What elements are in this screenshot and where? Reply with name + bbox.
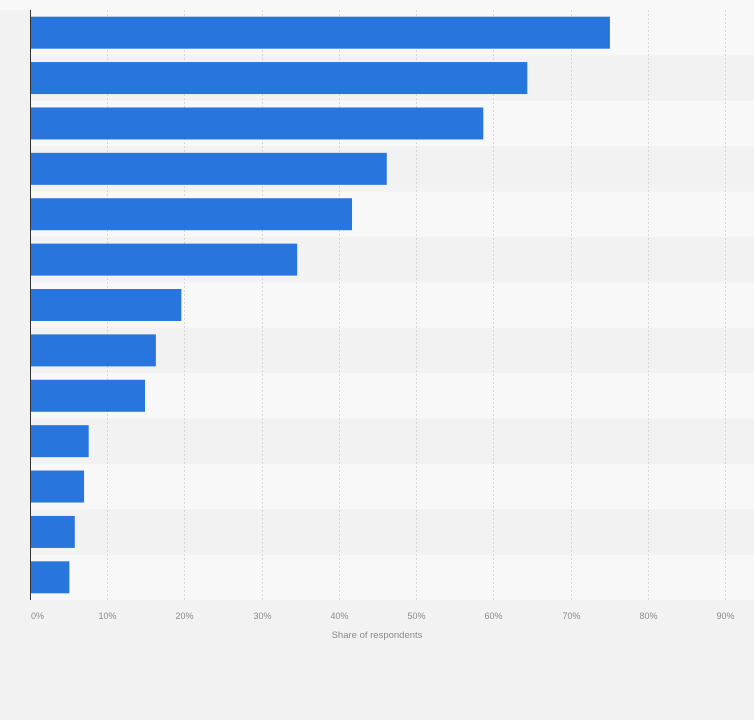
x-tick-label: 70% bbox=[562, 611, 580, 621]
plot-top-band bbox=[0, 0, 754, 10]
row-band bbox=[30, 554, 754, 600]
bar[interactable] bbox=[31, 16, 610, 49]
row-band bbox=[30, 418, 754, 464]
bar[interactable] bbox=[31, 107, 484, 140]
x-tick-label: 80% bbox=[639, 611, 657, 621]
bar[interactable] bbox=[31, 289, 182, 321]
bars bbox=[31, 16, 610, 594]
bar[interactable] bbox=[31, 152, 387, 185]
x-tick-label: 0% bbox=[31, 611, 44, 621]
bar[interactable] bbox=[31, 425, 89, 458]
bar[interactable] bbox=[31, 243, 298, 276]
x-tick-label: 10% bbox=[98, 611, 116, 621]
x-axis-label: Share of respondents bbox=[332, 630, 423, 641]
row-band bbox=[30, 373, 754, 419]
x-tick-label: 30% bbox=[253, 611, 271, 621]
x-tick-label: 50% bbox=[407, 611, 425, 621]
x-tick-label: 40% bbox=[330, 611, 348, 621]
bar[interactable] bbox=[31, 470, 85, 503]
x-tick-label: 20% bbox=[175, 611, 193, 621]
bar[interactable] bbox=[31, 515, 75, 548]
bar[interactable] bbox=[31, 561, 70, 594]
x-tick-label: 90% bbox=[716, 611, 734, 621]
row-band bbox=[30, 509, 754, 555]
x-tick-label: 60% bbox=[484, 611, 502, 621]
bar[interactable] bbox=[31, 62, 528, 95]
bar[interactable] bbox=[31, 198, 353, 231]
row-band bbox=[30, 463, 754, 510]
x-axis-ticks: 0% 10% 20% 30% 40% 50% 60% 70% 80% 90% bbox=[31, 611, 735, 621]
bar[interactable] bbox=[31, 379, 146, 412]
bar[interactable] bbox=[31, 334, 156, 367]
